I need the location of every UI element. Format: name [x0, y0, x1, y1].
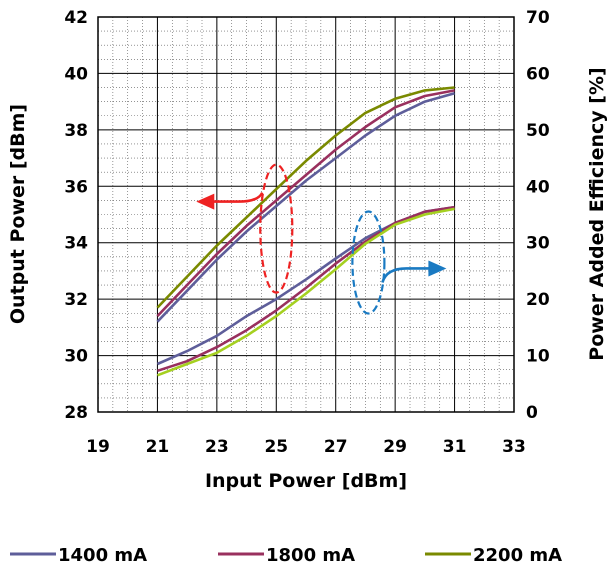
- y-tick-label: 34: [64, 234, 88, 254]
- y2-tick-label: 0: [526, 403, 538, 423]
- x-tick-label: 27: [324, 437, 348, 457]
- x-tick-label: 29: [383, 437, 407, 457]
- output-group-ellipse: [259, 163, 294, 294]
- y2-tick-label: 30: [526, 234, 550, 254]
- x-axis-ticks: 19 21 23 25 27 29 31 33: [86, 437, 526, 457]
- legend-label: 1400 mA: [58, 545, 147, 566]
- plot-frame: [97, 16, 515, 413]
- y-tick-label: 32: [64, 290, 88, 310]
- x-tick-label: 31: [443, 437, 467, 457]
- grid: [97, 16, 515, 413]
- series-line-pae-1800-ma: [157, 205, 455, 373]
- y-tick-label: 40: [64, 64, 88, 84]
- y2-tick-label: 50: [526, 121, 550, 141]
- pae-group-ellipse: [351, 210, 386, 315]
- y2-tick-label: 40: [526, 177, 550, 197]
- series-line-output-1800-ma: [156, 89, 455, 317]
- y-axis-ticks: 28 30 32 34 36 38 40 42: [64, 8, 88, 423]
- x-tick-label: 23: [205, 437, 229, 457]
- left-arrow-head-icon: [196, 193, 215, 210]
- y2-tick-label: 20: [526, 290, 550, 310]
- left-arrow-line: [210, 191, 264, 203]
- y-tick-label: 28: [64, 403, 88, 423]
- y2-axis-ticks: 0 10 20 30 40 50 60 70: [526, 8, 550, 423]
- legend: 1400 mA 1800 mA 2200 mA: [10, 545, 562, 566]
- series-line-pae-2200-ma: [156, 207, 455, 377]
- y2-axis-title: Power Added Efficiency [%]: [586, 67, 608, 360]
- y-tick-label: 30: [64, 347, 88, 367]
- series-line-output-2200-ma: [156, 86, 455, 309]
- legend-label: 2200 mA: [473, 545, 562, 566]
- y2-tick-label: 60: [526, 64, 550, 84]
- right-arrow-line: [381, 267, 433, 283]
- y2-tick-label: 70: [526, 8, 550, 28]
- y-tick-label: 42: [64, 8, 88, 28]
- y-tick-label: 38: [64, 121, 88, 141]
- y2-tick-label: 10: [526, 347, 550, 367]
- y-axis-title: Output Power [dBm]: [7, 104, 29, 324]
- annotations: [196, 163, 447, 315]
- x-tick-label: 21: [146, 437, 170, 457]
- x-tick-label: 25: [264, 437, 288, 457]
- legend-label: 1800 mA: [266, 545, 355, 566]
- right-arrow-head-icon: [428, 260, 447, 277]
- y-tick-label: 36: [64, 177, 88, 197]
- x-axis-title: Input Power [dBm]: [205, 470, 407, 492]
- series-layer: [156, 86, 455, 377]
- x-tick-label: 19: [86, 437, 110, 457]
- series-line-output-1400-ma: [156, 91, 455, 323]
- x-tick-label: 33: [502, 437, 526, 457]
